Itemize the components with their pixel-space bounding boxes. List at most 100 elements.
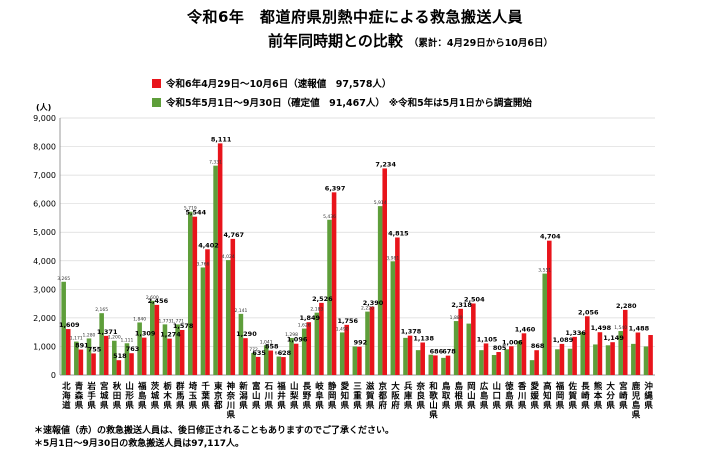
x-tick-label: 徳島県 <box>504 381 514 411</box>
bar-2023 <box>428 354 434 375</box>
bar-2024 <box>141 337 147 375</box>
bar-2024 <box>420 342 425 375</box>
chart-bars <box>61 143 653 375</box>
data-label-2024: 1,274 <box>160 331 181 339</box>
bar-2024 <box>91 353 96 375</box>
chart-axes: (人) 0 1,000 2,000 3,000 4,000 5,000 6,000 7,000 8… <box>33 102 655 380</box>
bar-2023 <box>124 343 130 375</box>
data-label-2024: 805 <box>493 344 507 352</box>
bar-2024 <box>268 350 274 375</box>
bar-2024 <box>584 316 590 375</box>
bar-2024 <box>192 216 198 375</box>
x-tick-label: 北海道 <box>62 381 71 411</box>
y-tick-label: 7,000 <box>33 171 56 180</box>
x-tick-label: 宮崎県 <box>619 381 628 411</box>
bar-2023 <box>529 360 535 375</box>
data-label-2024: 2,318 <box>451 301 472 309</box>
x-tick-label: 静岡県 <box>328 381 337 411</box>
bar-2023 <box>150 300 155 375</box>
x-tick-label: 岩手県 <box>86 381 96 411</box>
y-tick-label: 5,000 <box>33 228 56 237</box>
bar-2024 <box>116 360 122 375</box>
data-label-2024: 635 <box>252 349 266 357</box>
data-label-2024: 1,498 <box>591 324 612 332</box>
x-tick-label: 秋田県 <box>112 381 122 411</box>
bar-2024 <box>648 335 653 375</box>
bar-2023 <box>555 349 560 375</box>
bar-2024 <box>597 332 603 375</box>
bar-2024 <box>78 349 84 375</box>
x-tick-label: 福島県 <box>137 381 147 411</box>
x-tick-label: 奈良県 <box>416 381 426 411</box>
x-tick-label: 青森県 <box>75 381 84 411</box>
legend-entry-2023: 令和5年5月1日～9月30日（確定値 91,467人） ※令和5年は5月1日から… <box>152 95 532 109</box>
x-tick-label: 京都府 <box>378 381 388 411</box>
y-tick-label: 4,000 <box>33 257 56 266</box>
bar-2024 <box>243 338 248 375</box>
data-label-2023: 1,773 <box>159 318 172 324</box>
x-tick-label: 福井県 <box>276 381 286 411</box>
bar-2023 <box>593 344 598 375</box>
data-label-2024: 1,006 <box>502 338 523 346</box>
bar-2024 <box>509 346 514 375</box>
bar-2023 <box>403 337 408 375</box>
data-label-2024: 763 <box>126 345 140 353</box>
bar-2024 <box>230 238 236 375</box>
bar-2023 <box>162 324 168 375</box>
bar-2023 <box>289 337 294 375</box>
data-label-2024: 2,526 <box>312 295 333 303</box>
x-tick-label: 長崎県 <box>581 381 590 411</box>
y-tick-label: 3,000 <box>33 285 56 294</box>
subtitle-note: （累計：4月29日から10月6日） <box>408 38 554 49</box>
bar-2024 <box>572 336 577 375</box>
bar-2023 <box>390 261 396 375</box>
data-label-2023: 647 <box>275 351 284 357</box>
bar-2023 <box>99 313 104 375</box>
bar-2024 <box>344 324 350 375</box>
bar-2024 <box>382 168 387 375</box>
data-label-2024: 1,138 <box>413 335 434 343</box>
bar-2023 <box>301 328 307 375</box>
bar-2024 <box>205 249 210 375</box>
x-tick-label: 滋賀県 <box>365 381 375 411</box>
x-tick-label: 鳥取県 <box>442 381 451 411</box>
y-tick-label: 1,000 <box>33 342 56 351</box>
bar-2024 <box>433 355 438 375</box>
data-label-2024: 1,336 <box>565 329 586 337</box>
y-tick-label: 0 <box>51 371 56 380</box>
bar-2024 <box>217 143 223 375</box>
bar-2024 <box>521 333 527 375</box>
bar-2023 <box>605 345 611 375</box>
data-label-2024: 2,056 <box>578 308 599 316</box>
y-tick-label: 2,000 <box>33 314 56 323</box>
footnote-1: ＊速報値（赤）の救急搬送人員は、後日修正されることもありますのでご了承ください。 <box>34 426 395 436</box>
bar-2023 <box>631 343 636 375</box>
data-label-2024: 1,105 <box>477 335 498 343</box>
data-label-2024: 755 <box>88 345 102 353</box>
data-label-2024: 891 <box>75 342 89 350</box>
data-label-2024: 4,704 <box>540 233 561 241</box>
x-tick-label: 高知県 <box>543 381 552 411</box>
x-tick-label: 愛知県 <box>341 381 350 411</box>
data-label-2024: 1,578 <box>173 322 194 330</box>
bar-2023 <box>466 323 472 375</box>
data-label-2023: 1,840 <box>133 316 146 322</box>
bar-2023 <box>491 355 497 375</box>
bar-2023 <box>377 206 383 375</box>
x-tick-label: 大分県 <box>606 381 615 411</box>
x-tick-label: 栃木県 <box>162 381 172 411</box>
x-tick-label: 兵庫県 <box>404 381 413 411</box>
data-label-2024: 628 <box>278 349 292 357</box>
data-label-2023: 5,436 <box>323 214 336 220</box>
x-tick-label: 愛媛県 <box>529 381 539 411</box>
bar-2023 <box>567 348 573 375</box>
data-label-2023: 5,914 <box>374 200 387 206</box>
data-label-2024: 858 <box>265 342 279 350</box>
data-label-2023: 1,540 <box>614 325 627 331</box>
data-label-2023: 2,220 <box>361 306 374 312</box>
legend-swatch-green <box>152 97 161 107</box>
x-tick-label: 宮城県 <box>100 381 109 411</box>
data-label-2024: 6,397 <box>325 184 346 192</box>
data-label-2024: 8,111 <box>211 135 232 143</box>
bar-2023 <box>441 357 446 375</box>
